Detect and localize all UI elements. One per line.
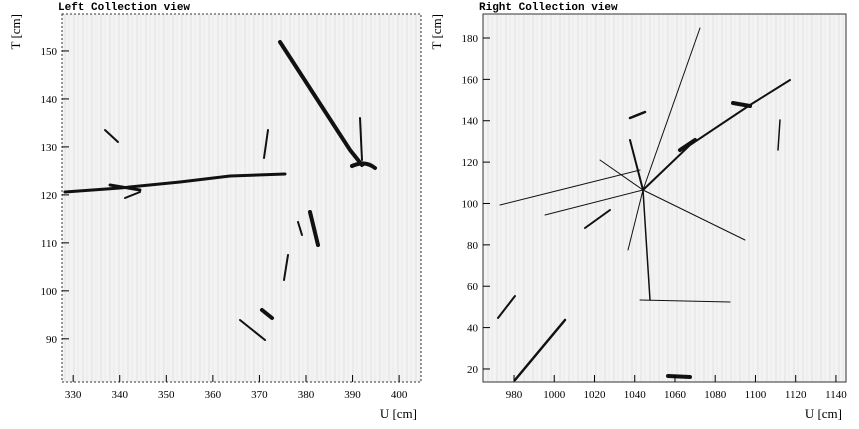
y-axis-label: T [cm] xyxy=(429,14,444,50)
x-tick-label: 360 xyxy=(205,389,222,401)
x-axis-label: U [cm] xyxy=(805,406,842,421)
y-tick-label: 160 xyxy=(462,74,479,86)
tracks xyxy=(63,40,377,341)
x-axis-label: U [cm] xyxy=(380,406,417,421)
panel-title: Left Collection view xyxy=(58,2,190,14)
y-tick-label: 120 xyxy=(462,157,479,169)
panel-title: Right Collection view xyxy=(479,2,618,14)
x-tick-label: 350 xyxy=(158,389,175,401)
y-tick-label: 40 xyxy=(467,323,479,335)
x-tick-label: 1100 xyxy=(745,389,767,401)
y-tick-label: 120 xyxy=(41,190,58,202)
right-panel: Right Collection view U [cm] T [cm] 980 1000… xyxy=(429,2,847,421)
x-tick-label: 330 xyxy=(65,389,82,401)
x-tick-label: 380 xyxy=(298,389,315,401)
x-tick-label: 1140 xyxy=(825,389,847,401)
y-tick-label: 80 xyxy=(467,240,479,252)
y-axis-label: T [cm] xyxy=(8,14,23,50)
x-tick-label: 1020 xyxy=(583,389,606,401)
x-tick-label: 980 xyxy=(506,389,523,401)
plot-area xyxy=(61,13,422,383)
y-tick-label: 90 xyxy=(46,334,58,346)
y-tick-label: 140 xyxy=(462,116,479,128)
y-tick-label: 110 xyxy=(41,238,58,250)
x-tick-label: 400 xyxy=(391,389,408,401)
x-tick-label: 1080 xyxy=(704,389,727,401)
y-tick-label: 60 xyxy=(467,281,479,293)
y-tick-label: 100 xyxy=(462,198,479,210)
y-tick-label: 100 xyxy=(41,286,58,298)
tracks xyxy=(497,27,791,382)
x-tick-label: 1040 xyxy=(624,389,647,401)
x-tick-label: 1120 xyxy=(785,389,807,401)
y-tick-label: 20 xyxy=(467,364,479,376)
x-tick-label: 340 xyxy=(111,389,128,401)
left-panel: Left Collection view U [cm] T [cm] 330 340 35… xyxy=(8,2,422,421)
plot-area xyxy=(482,13,847,383)
y-tick-label: 150 xyxy=(41,46,58,58)
y-tick-label: 130 xyxy=(41,142,58,154)
y-tick-label: 180 xyxy=(462,33,479,45)
x-tick-label: 390 xyxy=(344,389,361,401)
y-tick-label: 140 xyxy=(41,94,58,106)
x-tick-label: 370 xyxy=(251,389,268,401)
x-tick-label: 1060 xyxy=(664,389,687,401)
x-tick-label: 1000 xyxy=(543,389,566,401)
